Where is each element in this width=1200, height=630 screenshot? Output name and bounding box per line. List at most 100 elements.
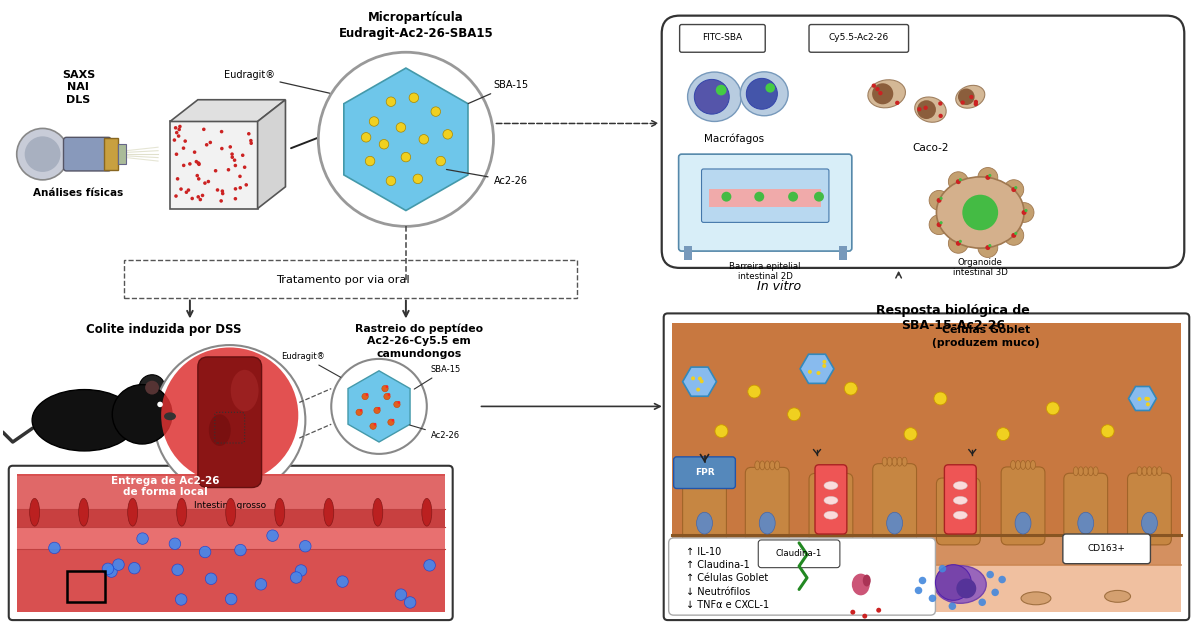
Ellipse shape — [1088, 467, 1093, 476]
Circle shape — [956, 241, 961, 246]
FancyBboxPatch shape — [1001, 467, 1045, 545]
FancyBboxPatch shape — [1064, 473, 1108, 545]
Circle shape — [940, 197, 943, 200]
Circle shape — [128, 563, 140, 574]
Circle shape — [394, 401, 400, 408]
Circle shape — [337, 576, 348, 587]
Circle shape — [419, 135, 428, 144]
FancyBboxPatch shape — [668, 538, 936, 615]
Circle shape — [234, 197, 238, 200]
Circle shape — [948, 234, 968, 253]
Circle shape — [872, 83, 893, 105]
Ellipse shape — [950, 472, 956, 481]
Ellipse shape — [1015, 461, 1020, 469]
Circle shape — [386, 97, 396, 106]
Bar — [17, 507, 445, 549]
Bar — [125, 260, 577, 297]
Circle shape — [816, 371, 821, 375]
Bar — [672, 564, 1181, 612]
Ellipse shape — [898, 457, 902, 466]
FancyBboxPatch shape — [679, 25, 766, 52]
Circle shape — [220, 147, 223, 151]
Ellipse shape — [230, 370, 258, 411]
Circle shape — [1046, 402, 1060, 415]
Circle shape — [361, 132, 371, 142]
Circle shape — [198, 198, 202, 202]
Bar — [672, 535, 1181, 564]
Text: FPR: FPR — [695, 468, 714, 477]
Bar — [17, 505, 445, 527]
Ellipse shape — [1031, 461, 1036, 469]
Bar — [104, 139, 119, 170]
Circle shape — [221, 192, 224, 195]
Ellipse shape — [966, 472, 971, 481]
FancyBboxPatch shape — [198, 357, 262, 488]
Circle shape — [157, 402, 163, 407]
Circle shape — [300, 541, 311, 552]
Circle shape — [370, 423, 377, 430]
Circle shape — [985, 245, 990, 250]
Circle shape — [227, 168, 230, 171]
Circle shape — [388, 393, 390, 396]
Polygon shape — [258, 100, 286, 209]
Circle shape — [1004, 180, 1024, 200]
Circle shape — [205, 573, 217, 585]
Ellipse shape — [824, 481, 838, 490]
Circle shape — [1014, 203, 1034, 222]
Ellipse shape — [961, 472, 966, 481]
Circle shape — [197, 162, 200, 165]
Circle shape — [973, 102, 978, 106]
Circle shape — [220, 130, 223, 134]
Circle shape — [904, 428, 917, 440]
Text: CD163+: CD163+ — [1087, 544, 1126, 553]
Circle shape — [382, 386, 388, 392]
FancyBboxPatch shape — [673, 457, 736, 488]
Circle shape — [175, 152, 179, 156]
Ellipse shape — [828, 467, 834, 476]
Circle shape — [698, 377, 702, 381]
Ellipse shape — [702, 466, 707, 475]
Circle shape — [379, 139, 389, 149]
Circle shape — [49, 542, 60, 554]
Circle shape — [230, 156, 234, 159]
Circle shape — [936, 564, 971, 600]
Circle shape — [295, 564, 307, 576]
Polygon shape — [683, 367, 716, 396]
Circle shape — [137, 533, 149, 544]
Ellipse shape — [1073, 467, 1079, 476]
Circle shape — [197, 177, 200, 181]
Circle shape — [356, 409, 362, 416]
Circle shape — [978, 168, 997, 187]
Circle shape — [233, 158, 236, 162]
Ellipse shape — [775, 461, 780, 470]
Ellipse shape — [852, 573, 870, 595]
Ellipse shape — [953, 496, 967, 505]
Circle shape — [424, 559, 436, 571]
Circle shape — [331, 359, 427, 454]
FancyBboxPatch shape — [1128, 473, 1171, 545]
Circle shape — [696, 387, 700, 391]
Circle shape — [755, 192, 764, 202]
Circle shape — [917, 107, 922, 112]
Text: Eudragit®: Eudragit® — [223, 70, 330, 93]
Circle shape — [431, 107, 440, 117]
Text: Micropartícula
Eudragit-Ac2-26-SBA15: Micropartícula Eudragit-Ac2-26-SBA15 — [338, 11, 493, 40]
Ellipse shape — [30, 498, 40, 526]
Circle shape — [878, 91, 882, 95]
Ellipse shape — [176, 498, 187, 526]
Circle shape — [178, 128, 181, 131]
Circle shape — [962, 195, 998, 231]
Circle shape — [1138, 397, 1141, 401]
Bar — [839, 246, 847, 260]
Circle shape — [234, 164, 238, 168]
Ellipse shape — [740, 72, 788, 116]
Circle shape — [247, 132, 251, 135]
Circle shape — [239, 186, 242, 190]
Ellipse shape — [882, 457, 887, 466]
Circle shape — [220, 199, 223, 203]
Circle shape — [986, 571, 994, 578]
Ellipse shape — [935, 566, 986, 604]
Ellipse shape — [764, 461, 769, 470]
Ellipse shape — [950, 512, 966, 534]
Text: ↑ IL-10
↑ Claudina-1
↑ Células Goblet
↓ Neutrófilos
↓ TNFα e CXCL-1: ↑ IL-10 ↑ Claudina-1 ↑ Células Goblet ↓ … — [685, 547, 769, 610]
